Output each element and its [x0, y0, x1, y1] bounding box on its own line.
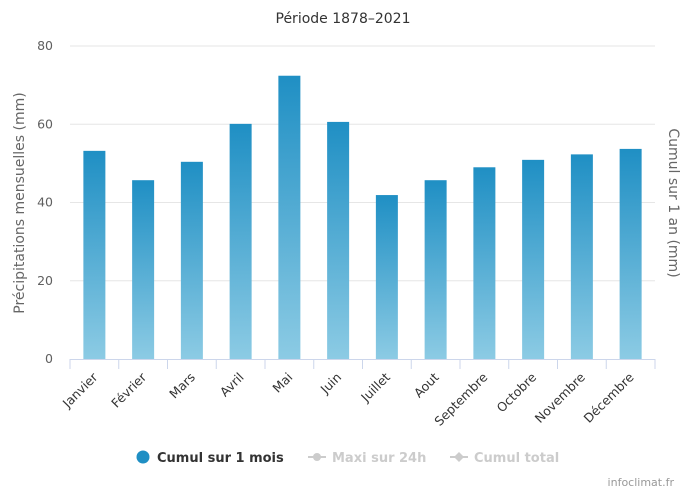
credit-label[interactable]: infoclimat.fr: [608, 476, 675, 489]
bar[interactable]: [424, 180, 447, 359]
x-tick-label: Avril: [217, 370, 247, 400]
bar[interactable]: [327, 121, 350, 359]
legend: Cumul sur 1 mois Maxi sur 24h Cumul total: [136, 450, 559, 467]
bars: [83, 75, 642, 360]
x-tick-label: Février: [108, 369, 150, 411]
chart-title: Période 1878–2021: [276, 11, 411, 27]
bar[interactable]: [522, 159, 545, 359]
x-tick-label: Mars: [166, 370, 198, 402]
x-tick-label: Juillet: [357, 369, 393, 405]
x-axis: Janvier Février Mars Avril Mai Juin Juillet Aou…: [59, 359, 656, 429]
legend-item[interactable]: Cumul total: [450, 451, 559, 466]
y2-axis-title: Cumul sur 1 an (mm): [665, 128, 681, 277]
legend-label: Cumul sur 1 mois: [157, 451, 284, 466]
x-tick-label: Juin: [317, 370, 345, 398]
x-tick-label: Octobre: [493, 369, 539, 415]
y-tick-label: 40: [37, 195, 53, 210]
bar[interactable]: [229, 123, 252, 359]
bar[interactable]: [375, 195, 398, 359]
legend-item[interactable]: Cumul sur 1 mois: [136, 450, 285, 467]
legend-marker: [454, 452, 464, 462]
x-tick-label: Aout: [411, 369, 442, 400]
gridlines: [70, 45, 655, 282]
x-tick-label: Janvier: [59, 369, 101, 411]
y-axis-title: Précipitations mensuelles (mm): [12, 92, 28, 314]
x-tick-label: Novembre: [532, 369, 589, 426]
bar[interactable]: [570, 154, 593, 359]
x-tick-label: Septembre: [431, 369, 490, 428]
x-tick-label: Mai: [269, 370, 295, 396]
y-tick-label: 80: [37, 38, 53, 53]
bar[interactable]: [278, 75, 301, 360]
legend-item[interactable]: Maxi sur 24h: [308, 451, 426, 466]
bar[interactable]: [473, 167, 496, 359]
bar[interactable]: [83, 150, 106, 359]
bar[interactable]: [619, 148, 642, 359]
legend-label: Maxi sur 24h: [332, 451, 426, 466]
x-tick-label: Décembre: [580, 369, 636, 425]
y-tick-label: 0: [45, 351, 53, 366]
y-tick-label: 20: [37, 273, 53, 288]
bar[interactable]: [180, 161, 203, 359]
y-tick-label: 60: [37, 116, 53, 131]
legend-marker: [136, 450, 150, 464]
legend-marker: [313, 453, 321, 461]
bar[interactable]: [132, 180, 155, 359]
legend-label: Cumul total: [474, 451, 559, 466]
y-axis-ticks: 0 20 40 60 80: [37, 38, 53, 366]
